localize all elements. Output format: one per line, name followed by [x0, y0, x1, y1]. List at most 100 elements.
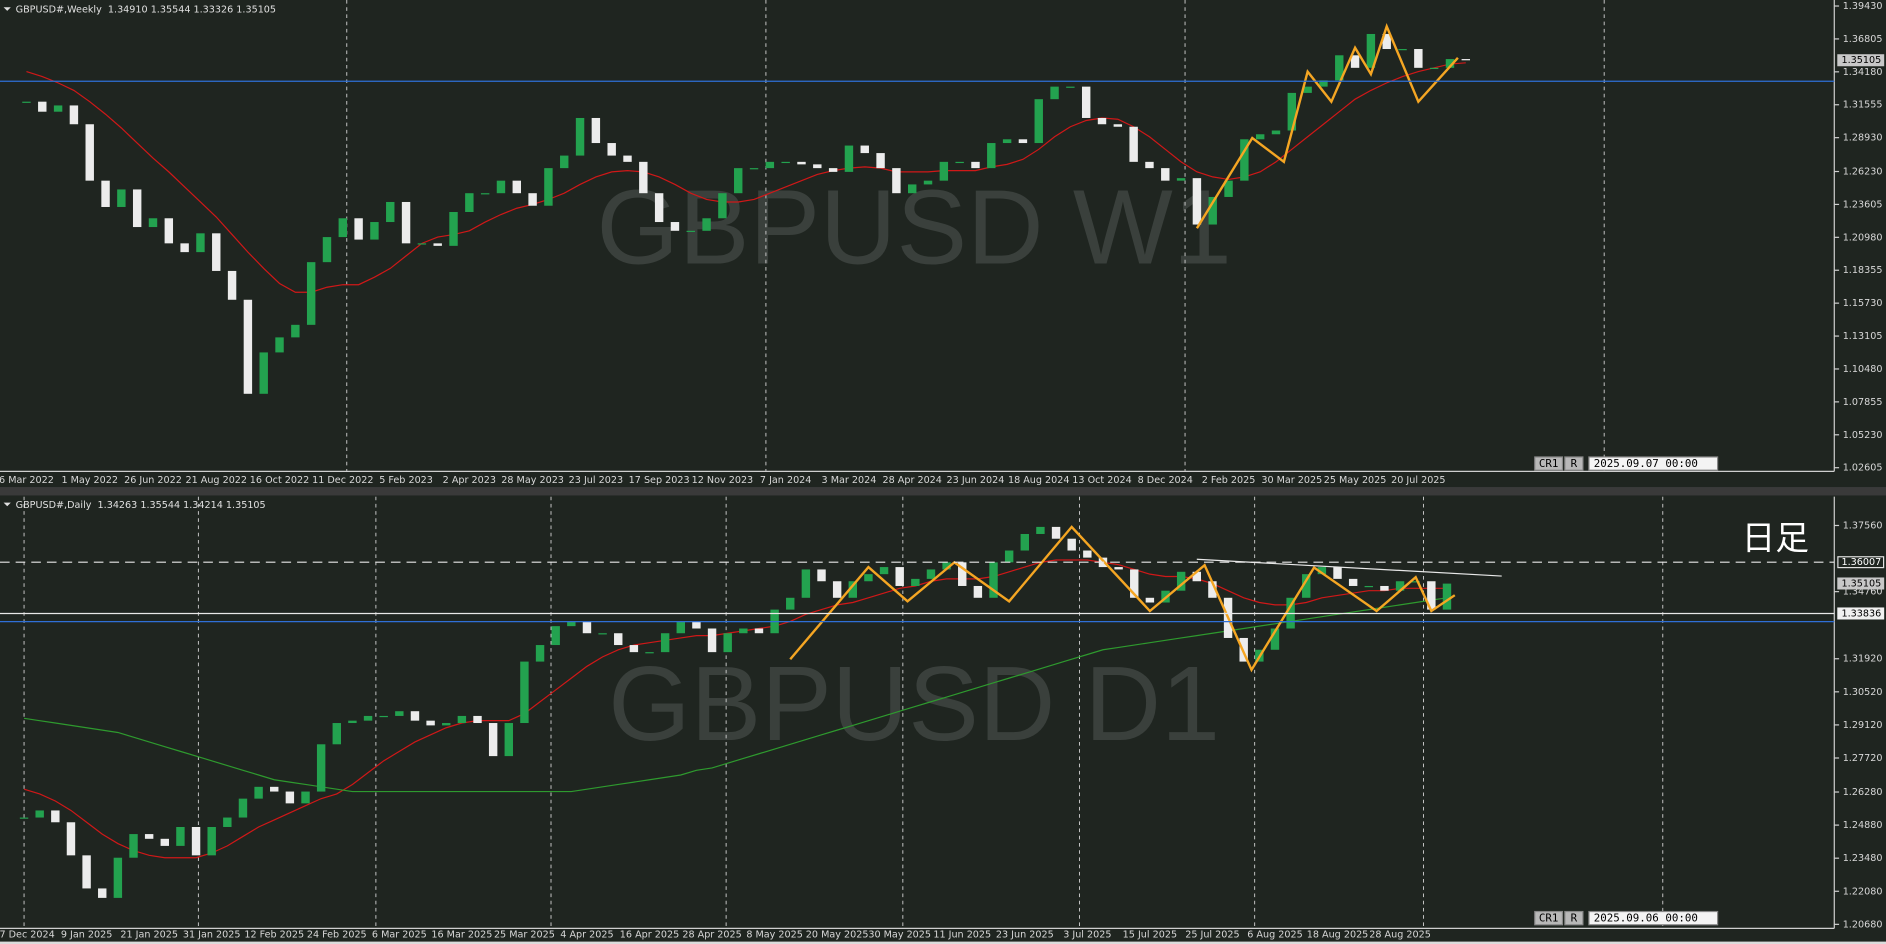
candle-body [1271, 130, 1281, 135]
candle-body [1113, 124, 1123, 127]
candle-body [718, 193, 727, 219]
candle-body [1145, 161, 1154, 169]
candle-body [363, 715, 373, 721]
x-tick-label: 11 Jun 2025 [933, 929, 991, 940]
y-tick-label: 1.20680 [1843, 919, 1883, 930]
candle-body [989, 562, 998, 598]
y-tick-label: 1.24880 [1843, 820, 1883, 831]
candle-body [1287, 92, 1297, 131]
y-tick-label: 1.31920 [1843, 654, 1883, 665]
price-label-box [1837, 54, 1885, 67]
candle-body [1427, 581, 1436, 610]
y-tick-label: 1.39430 [1843, 1, 1883, 12]
candle-body [591, 117, 601, 144]
candle-body [907, 184, 917, 194]
candle-body [129, 834, 138, 858]
moving-average [23, 597, 1448, 793]
candle-body [401, 201, 411, 244]
x-tick-label: 20 Jul 2025 [1391, 475, 1445, 486]
candle-body [85, 124, 94, 181]
candle-body [35, 810, 44, 818]
candle-body [1097, 117, 1107, 125]
candle-body [1380, 585, 1389, 591]
candle-body [243, 299, 253, 394]
x-tick-label: 4 Apr 2025 [560, 929, 613, 940]
x-tick-label: 12 Feb 2025 [244, 929, 304, 940]
footer-box [1534, 910, 1564, 926]
candle-body [291, 324, 300, 338]
candle-body [1081, 86, 1091, 118]
candle-body [1364, 585, 1374, 588]
x-tick-label: 25 May 2025 [1324, 475, 1387, 486]
x-tick-label: 8 May 2025 [746, 929, 803, 940]
candle-body [176, 826, 185, 846]
candle-body [1333, 567, 1342, 579]
candle-body [1176, 178, 1186, 181]
candle-body [895, 567, 904, 586]
candle-body [117, 189, 126, 207]
x-tick-label: 30 May 2025 [868, 929, 931, 940]
candle-body [496, 180, 506, 194]
candle-body [1302, 574, 1311, 598]
watermark: GBPUSD D1 [608, 645, 1220, 763]
candle-body [191, 826, 201, 856]
y-tick-label: 1.26280 [1843, 787, 1883, 798]
candle-body [1395, 581, 1405, 591]
candle-body [354, 218, 363, 240]
candle-body [1067, 538, 1076, 551]
candle-body [607, 143, 616, 156]
footer-text: R [1571, 457, 1578, 470]
candle-body [1382, 33, 1391, 50]
candle-body [832, 581, 842, 598]
candle-body [987, 143, 996, 169]
candle-body [180, 243, 189, 253]
collapse-arrow [3, 502, 11, 507]
y-tick-label: 1.23605 [1843, 199, 1883, 210]
candle-body [1398, 49, 1407, 51]
candle-body [765, 161, 775, 169]
candle-body [1004, 550, 1014, 563]
x-tick-label: 23 Jul 2023 [569, 475, 623, 486]
x-tick-label: 15 Jul 2025 [1123, 929, 1177, 940]
candle-body [1350, 55, 1360, 68]
x-tick-label: 6 Mar 2025 [372, 929, 427, 940]
candle-body [860, 145, 869, 154]
chart-header: GBPUSD#,Daily 1.34263 1.35544 1.34214 1.… [16, 500, 266, 511]
candle-body [670, 222, 680, 231]
x-tick-label: 28 Apr 2024 [882, 475, 941, 486]
candle-body [797, 161, 806, 165]
x-tick-label: 6 Mar 2022 [0, 475, 54, 486]
candle-body [113, 857, 123, 898]
candle-body [1036, 526, 1045, 534]
candle-body [973, 585, 983, 598]
candle-body [275, 337, 284, 353]
candle-body [926, 569, 936, 579]
candle-body [160, 838, 169, 846]
candle-body [212, 233, 221, 271]
x-tick-label: 11 Dec 2022 [312, 475, 373, 486]
candle-body [238, 798, 248, 818]
x-tick-label: 20 May 2025 [806, 929, 869, 940]
candle-body [442, 723, 451, 726]
candle-body [575, 117, 585, 156]
y-tick-label: 1.36805 [1843, 34, 1883, 45]
candle-body [560, 155, 569, 169]
candle-body [686, 230, 695, 233]
candle-body [53, 105, 63, 112]
candle-body [598, 633, 607, 635]
candle-body [19, 817, 29, 819]
x-tick-label: 18 Aug 2025 [1307, 929, 1369, 940]
x-tick-label: 3 Mar 2024 [822, 475, 877, 486]
x-tick-label: 12 Nov 2023 [692, 475, 754, 486]
candle-body [457, 715, 467, 724]
candle-body [1445, 59, 1455, 68]
x-tick-label: 7 Jan 2024 [760, 475, 812, 486]
candle-body [1429, 67, 1439, 70]
candle-body [1002, 139, 1012, 144]
footer-text: CR1 [1539, 912, 1559, 925]
candle-body [433, 243, 442, 246]
x-tick-label: 16 Mar 2025 [431, 929, 492, 940]
candle-body [370, 222, 379, 240]
candle-body [707, 628, 717, 653]
